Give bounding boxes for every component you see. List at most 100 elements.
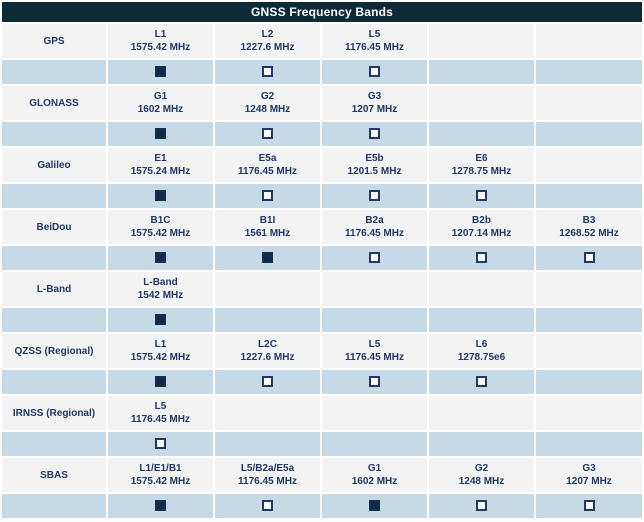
checkbox-cell (215, 60, 320, 84)
band-frequency: 1602 MHz (137, 104, 184, 115)
band-cell: L1 1575.42 MHz (108, 24, 213, 58)
checkbox-row (2, 184, 643, 208)
empty-cell (536, 432, 643, 456)
checkbox-cell (429, 246, 534, 270)
band-checkbox-checked[interactable] (155, 190, 166, 202)
band-checkbox-unchecked[interactable] (155, 438, 166, 450)
checkbox-row-spacer (2, 246, 106, 270)
checkbox-cell (322, 246, 427, 270)
band-checkbox-checked[interactable] (155, 376, 166, 388)
band-frequency: 1602 MHz (351, 476, 398, 487)
band-checkbox-unchecked[interactable] (262, 66, 273, 78)
band-checkbox-checked[interactable] (262, 252, 273, 264)
checkbox-cell (429, 184, 534, 208)
band-checkbox-unchecked[interactable] (369, 252, 380, 264)
empty-cell (536, 24, 643, 58)
band-cell: B2a 1176.45 MHz (322, 210, 427, 244)
empty-cell (215, 272, 320, 306)
band-frequency: 1575.42 MHz (130, 476, 191, 487)
band-row: GLONASS G1 1602 MHz G2 1248 MHz G3 1207 MHz (2, 86, 643, 120)
band-cell: G3 1207 MHz (322, 86, 427, 120)
checkbox-row (2, 494, 643, 518)
band-row: IRNSS (Regional) L5 1176.45 MHz (2, 396, 643, 430)
band-frequency: 1176.45 MHz (131, 414, 190, 425)
band-cell: E5a 1176.45 MHz (215, 148, 320, 182)
empty-cell (215, 432, 320, 456)
band-checkbox-unchecked[interactable] (369, 190, 380, 202)
page-title: GNSS Frequency Bands (2, 2, 643, 22)
checkbox-row (2, 246, 643, 270)
band-name: L2 (261, 29, 274, 40)
band-checkbox-unchecked[interactable] (262, 376, 273, 388)
checkbox-row-spacer (2, 370, 106, 394)
band-frequency: 1176.45 MHz (345, 228, 404, 239)
empty-cell (429, 24, 534, 58)
band-frequency: 1542 MHz (137, 290, 184, 301)
checkbox-cell (215, 184, 320, 208)
band-name: L5 (154, 401, 167, 412)
band-name: E5b (365, 153, 384, 164)
band-cell: B1I 1561 MHz (215, 210, 320, 244)
band-checkbox-unchecked[interactable] (476, 376, 487, 388)
band-checkbox-checked[interactable] (155, 500, 166, 512)
band-checkbox-unchecked[interactable] (476, 190, 487, 202)
system-name: BeiDou (36, 221, 72, 233)
band-checkbox-checked[interactable] (155, 128, 166, 140)
checkbox-cell (108, 246, 213, 270)
band-name: B2a (365, 215, 384, 226)
band-cell: G1 1602 MHz (108, 86, 213, 120)
system-name-cell: L-Band (2, 272, 106, 306)
system-name: IRNSS (Regional) (12, 407, 96, 419)
empty-cell (429, 86, 534, 120)
checkbox-cell (108, 432, 213, 456)
band-checkbox-checked[interactable] (155, 66, 166, 78)
checkbox-row (2, 370, 643, 394)
band-cell: L-Band 1542 MHz (108, 272, 213, 306)
band-checkbox-checked[interactable] (155, 314, 166, 326)
checkbox-cell (108, 370, 213, 394)
band-checkbox-checked[interactable] (155, 252, 166, 264)
empty-cell (429, 396, 534, 430)
band-cell: G1 1602 MHz (322, 458, 427, 492)
band-frequency: 1575.24 MHz (130, 166, 191, 177)
empty-cell (429, 432, 534, 456)
band-checkbox-unchecked[interactable] (583, 500, 595, 512)
checkbox-cell (215, 494, 320, 518)
band-checkbox-unchecked[interactable] (476, 500, 487, 512)
system-name-cell: QZSS (Regional) (2, 334, 106, 368)
band-name: E1 (154, 153, 167, 164)
band-name: B3 (582, 215, 596, 226)
band-checkbox-unchecked[interactable] (262, 500, 273, 512)
band-name: G1 (153, 91, 168, 102)
system-name-cell: GLONASS (2, 86, 106, 120)
checkbox-row (2, 432, 643, 456)
band-name: B1C (150, 215, 171, 226)
band-checkbox-checked[interactable] (369, 500, 380, 512)
band-cell: L1/E1/B1 1575.42 MHz (108, 458, 213, 492)
system-name: GPS (43, 35, 65, 47)
band-frequency: 1176.45 MHz (238, 476, 297, 487)
band-row: Galileo E1 1575.24 MHz E5a 1176.45 MHz E5b 120… (2, 148, 643, 182)
empty-cell (536, 272, 643, 306)
checkbox-cell (215, 246, 320, 270)
band-checkbox-unchecked[interactable] (369, 66, 380, 78)
system-name-cell: IRNSS (Regional) (2, 396, 106, 430)
band-checkbox-unchecked[interactable] (262, 190, 273, 202)
band-frequency: 1227.6 MHz (240, 42, 295, 53)
band-name: G1 (367, 463, 382, 474)
band-checkbox-unchecked[interactable] (583, 252, 595, 264)
system-name: SBAS (40, 469, 68, 481)
band-checkbox-unchecked[interactable] (476, 252, 487, 264)
band-checkbox-unchecked[interactable] (369, 128, 380, 140)
band-checkbox-unchecked[interactable] (262, 128, 273, 140)
empty-cell (429, 122, 534, 146)
checkbox-row (2, 308, 643, 332)
band-row: BeiDou B1C 1575.42 MHz B1I 1561 MHz B2a 1176.4… (2, 210, 643, 244)
checkbox-cell (322, 60, 427, 84)
band-row: SBAS L1/E1/B1 1575.42 MHz L5/B2a/E5a 1176.45… (2, 458, 643, 492)
system-name: QZSS (Regional) (14, 345, 94, 357)
band-checkbox-unchecked[interactable] (369, 376, 380, 388)
empty-cell (536, 184, 643, 208)
checkbox-row-spacer (2, 432, 106, 456)
